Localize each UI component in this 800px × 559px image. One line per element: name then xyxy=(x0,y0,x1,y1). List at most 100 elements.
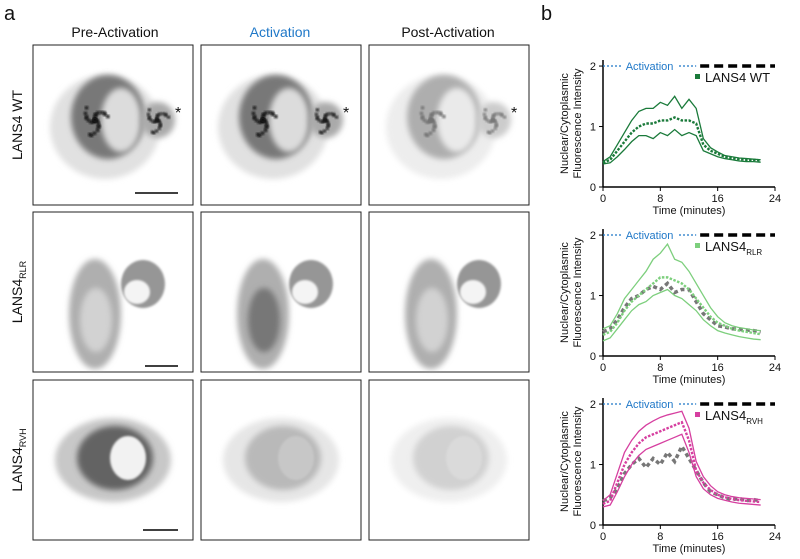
granule xyxy=(271,112,275,117)
x-axis-label: Time (minutes) xyxy=(653,205,726,217)
micrograph: * xyxy=(32,44,194,206)
nucleus xyxy=(292,280,318,304)
granule xyxy=(493,126,497,130)
granule xyxy=(88,132,92,137)
row-label: LANS4RVH xyxy=(9,428,28,491)
row-label-text: LANS4 xyxy=(9,447,25,492)
error-bound-line xyxy=(602,433,761,508)
nucleus xyxy=(124,280,150,304)
granule xyxy=(262,113,266,117)
legend-entry: LANS4 WT xyxy=(705,70,770,85)
granule xyxy=(315,115,320,119)
granule xyxy=(95,128,100,132)
granule xyxy=(154,129,159,133)
granule xyxy=(490,129,495,133)
x-tick-label: 16 xyxy=(712,362,724,374)
granule xyxy=(106,114,110,119)
granule xyxy=(264,125,269,129)
micrograph xyxy=(368,211,530,373)
granule xyxy=(500,113,504,117)
nucleus xyxy=(269,88,309,152)
micrograph xyxy=(32,379,194,541)
series-line xyxy=(602,116,761,164)
granule xyxy=(92,131,97,135)
nucleus xyxy=(278,436,314,480)
asterisk: * xyxy=(343,105,349,122)
row-label: LANS4RLR xyxy=(9,260,28,323)
granule xyxy=(254,118,259,123)
panel-label: a xyxy=(4,3,16,25)
granule xyxy=(326,124,330,128)
nucleus xyxy=(416,288,448,352)
granule xyxy=(263,128,268,132)
column-header: Post-Activation xyxy=(401,24,494,40)
granule xyxy=(431,119,435,124)
row-label-sub: RVH xyxy=(18,428,28,447)
x-tick-label: 8 xyxy=(657,193,663,205)
granule xyxy=(256,132,260,137)
legend-sub: RLR xyxy=(746,248,762,257)
granule xyxy=(494,124,498,128)
activation-label-bg xyxy=(621,59,678,72)
series-line xyxy=(602,420,761,505)
micrograph: * xyxy=(368,44,530,206)
granule xyxy=(435,110,440,115)
nucleus xyxy=(437,88,477,152)
granule xyxy=(157,126,161,130)
row-label: LANS4 WT xyxy=(9,90,25,160)
granule xyxy=(483,108,487,112)
granule xyxy=(103,112,107,117)
granule xyxy=(318,130,323,134)
error-bound-line xyxy=(602,128,761,165)
legend-marker xyxy=(695,243,700,248)
granule xyxy=(84,114,89,119)
granule xyxy=(493,119,497,123)
granule xyxy=(329,112,333,116)
column-header: Activation xyxy=(250,24,311,40)
granule xyxy=(430,113,434,117)
x-axis-label: Time (minutes) xyxy=(653,543,726,555)
x-tick-label: 16 xyxy=(712,193,724,205)
micrographs: * * * xyxy=(32,44,530,541)
micrograph xyxy=(32,211,194,373)
y-axis-label: Nuclear/Cytoplasmic xyxy=(559,73,571,174)
y-tick-label: 1 xyxy=(590,291,596,303)
granule xyxy=(315,108,319,112)
granule xyxy=(164,113,168,117)
x-tick-label: 0 xyxy=(600,362,606,374)
nucleus xyxy=(101,88,141,152)
micrograph xyxy=(200,379,362,541)
error-bound-line xyxy=(602,288,761,342)
granule xyxy=(147,115,152,119)
legend-sub: RVH xyxy=(746,417,763,426)
activation-label: Activation xyxy=(626,230,674,242)
granule xyxy=(432,125,437,129)
x-tick-label: 8 xyxy=(657,362,663,374)
granule xyxy=(422,118,427,123)
y-axis-label: Fluorescence Intensity xyxy=(572,237,584,348)
micrograph: * xyxy=(200,44,362,206)
legend-entry: LANS4RVH xyxy=(705,408,763,426)
granule xyxy=(149,118,153,122)
granule xyxy=(314,112,319,117)
asterisk: * xyxy=(175,105,181,122)
granule xyxy=(431,128,436,132)
row-label-sub: RLR xyxy=(18,260,28,279)
granule xyxy=(147,108,151,112)
granule xyxy=(146,112,151,117)
legend-entry: LANS4RLR xyxy=(705,239,762,257)
line-chart: 0 1 2 0 8 16 24 Time (minutes) Nuclear/Cytoplasm… xyxy=(559,228,781,386)
granule xyxy=(252,106,257,110)
legend-text: LANS4 xyxy=(705,408,746,423)
activation-label-bg xyxy=(621,228,678,241)
granule xyxy=(424,132,428,137)
granule xyxy=(95,119,99,124)
y-tick-label: 0 xyxy=(590,520,596,532)
granule xyxy=(96,125,101,129)
charts: 0 1 2 0 8 16 24 Time (minutes) Nuclear/Cytoplasm… xyxy=(559,59,781,555)
activation-label-bg xyxy=(621,397,678,410)
granule xyxy=(332,113,336,117)
granule xyxy=(322,129,327,133)
granule xyxy=(420,106,425,110)
micrograph xyxy=(200,211,362,373)
